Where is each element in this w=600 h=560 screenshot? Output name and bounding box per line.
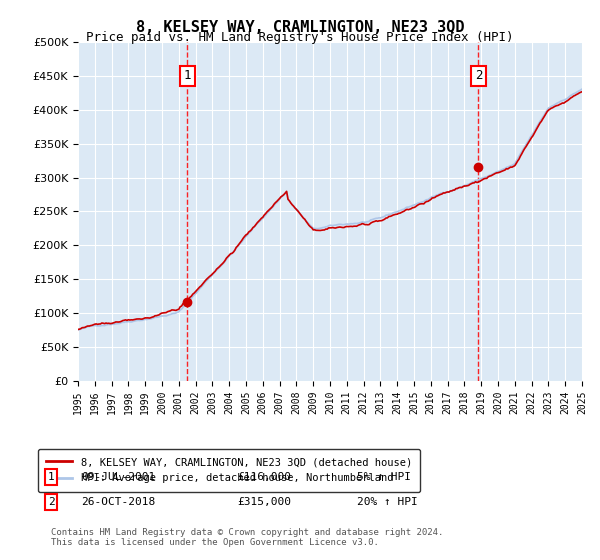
Text: £315,000: £315,000	[237, 497, 291, 507]
Text: 5% ↑ HPI: 5% ↑ HPI	[357, 472, 411, 482]
Text: 1: 1	[47, 472, 55, 482]
Text: 2: 2	[475, 69, 482, 82]
Text: 2: 2	[47, 497, 55, 507]
Text: 09-JUL-2001: 09-JUL-2001	[81, 472, 155, 482]
Text: 20% ↑ HPI: 20% ↑ HPI	[357, 497, 418, 507]
Text: 1: 1	[184, 69, 191, 82]
Text: Price paid vs. HM Land Registry's House Price Index (HPI): Price paid vs. HM Land Registry's House …	[86, 31, 514, 44]
Text: £116,000: £116,000	[237, 472, 291, 482]
Text: 26-OCT-2018: 26-OCT-2018	[81, 497, 155, 507]
Legend: 8, KELSEY WAY, CRAMLINGTON, NE23 3QD (detached house), HPI: Average price, detac: 8, KELSEY WAY, CRAMLINGTON, NE23 3QD (de…	[38, 449, 420, 492]
Text: Contains HM Land Registry data © Crown copyright and database right 2024.
This d: Contains HM Land Registry data © Crown c…	[51, 528, 443, 547]
Text: 8, KELSEY WAY, CRAMLINGTON, NE23 3QD: 8, KELSEY WAY, CRAMLINGTON, NE23 3QD	[136, 20, 464, 35]
